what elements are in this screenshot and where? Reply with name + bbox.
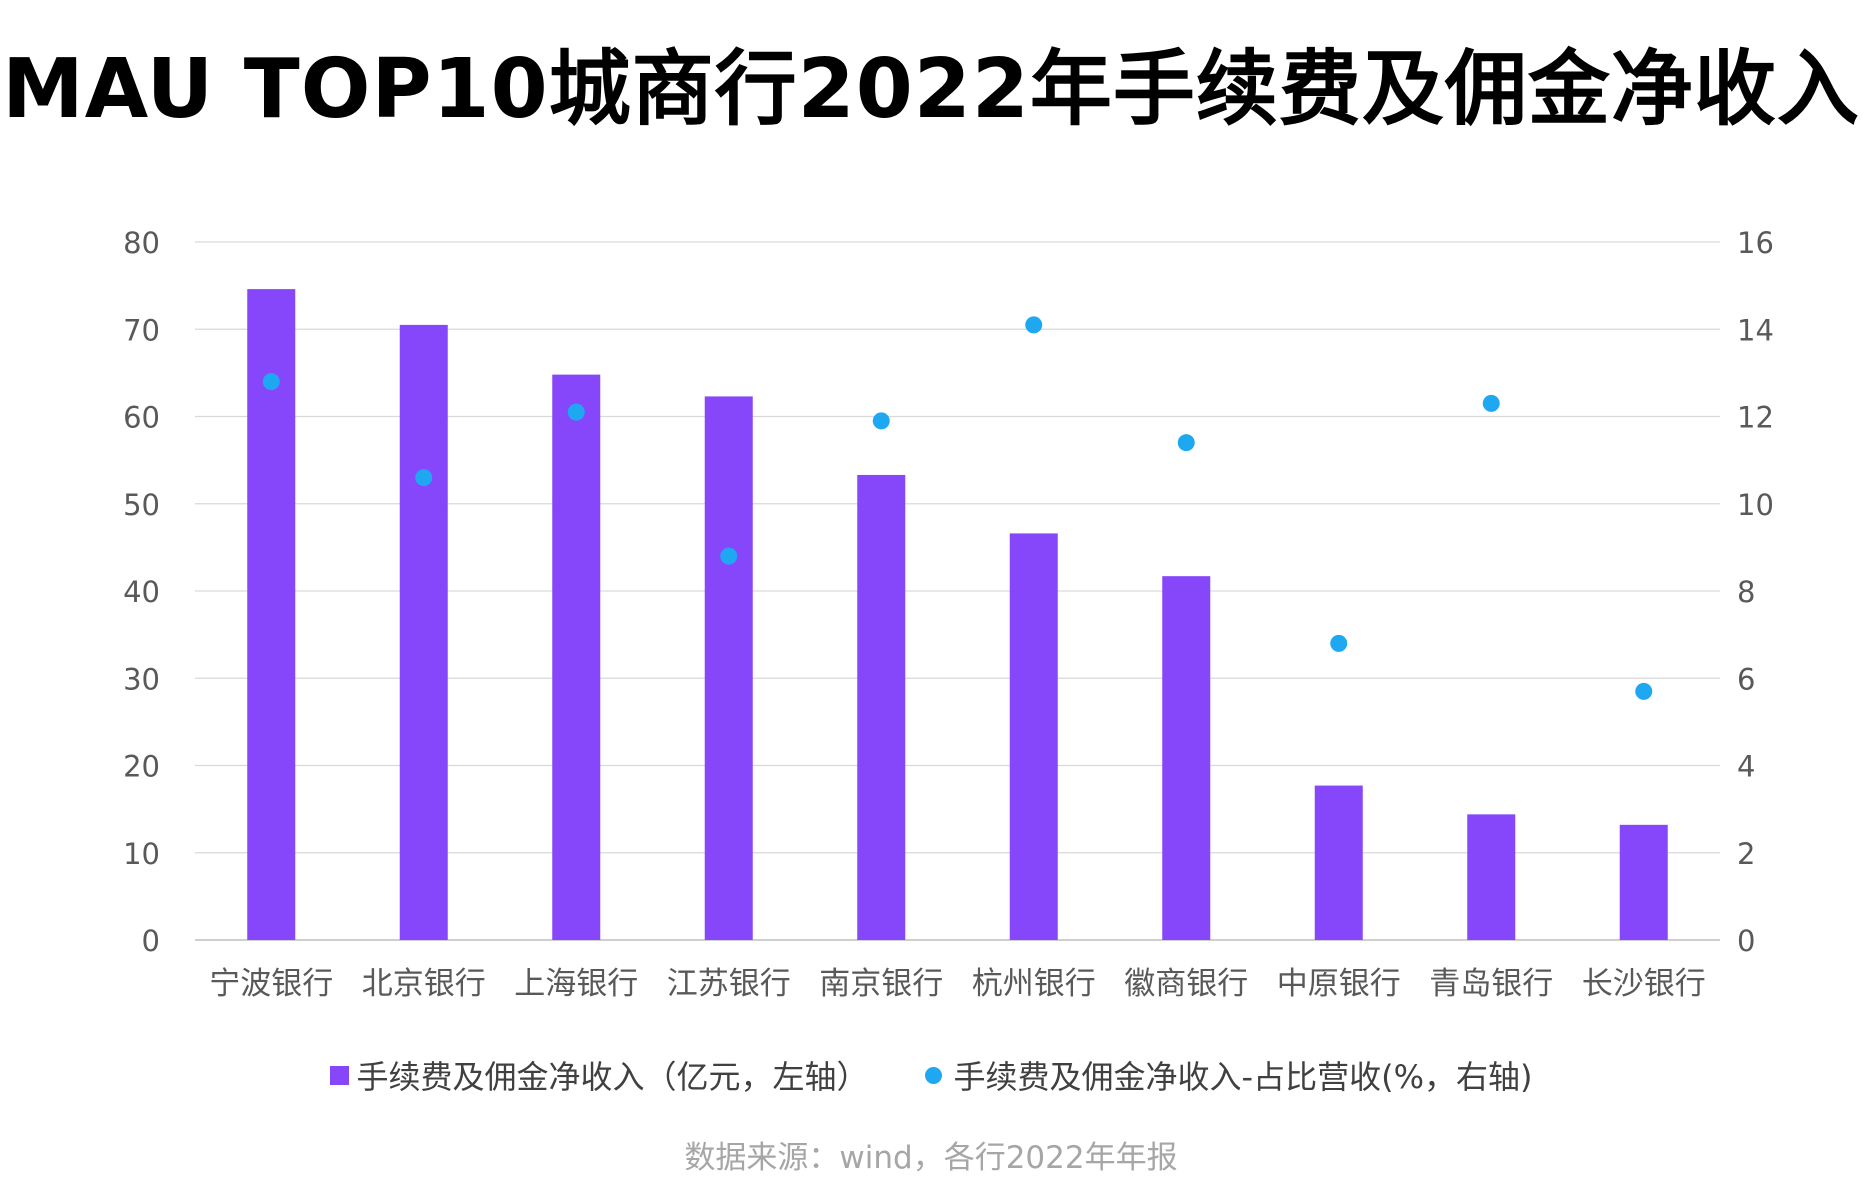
left-tick-label: 60: [123, 401, 160, 435]
left-tick-label: 30: [123, 662, 160, 696]
data-point: [1482, 394, 1500, 412]
category-label: 江苏银行: [667, 966, 791, 1002]
dot-swatch-icon: [924, 1066, 942, 1084]
data-point: [567, 403, 585, 421]
bar: [247, 289, 296, 940]
data-point: [872, 412, 890, 430]
right-tick-label: 10: [1737, 488, 1774, 522]
data-point: [415, 469, 433, 487]
left-tick-label: 0: [142, 924, 160, 958]
category-axis: 宁波银行 北京银行 上海银行 江苏银行 南京银行 杭州银行 徽商银行 中原银行 青岛银行 长沙银行: [209, 966, 1706, 1002]
bar-series: [247, 289, 1668, 940]
bar: [552, 374, 601, 940]
category-label: 徽商银行: [1124, 966, 1248, 1002]
category-label: 宁波银行: [209, 966, 333, 1002]
source-note: 数据来源：wind，各行2022年年报: [684, 1140, 1178, 1176]
right-tick-label: 2: [1737, 837, 1755, 871]
left-tick-label: 20: [123, 750, 160, 784]
bar: [1009, 533, 1058, 940]
gridlines: [195, 241, 1720, 941]
bar: [857, 474, 906, 940]
bar-swatch-icon: [329, 1065, 349, 1085]
data-point: [1025, 316, 1043, 334]
category-label: 北京银行: [362, 966, 486, 1002]
right-tick-label: 14: [1737, 313, 1774, 347]
left-tick-label: 50: [123, 488, 160, 522]
right-tick-label: 0: [1737, 924, 1755, 958]
category-label: 杭州银行: [972, 966, 1096, 1002]
right-tick-label: 8: [1737, 575, 1755, 609]
right-tick-label: 4: [1737, 750, 1755, 784]
data-point: [262, 373, 280, 391]
left-tick-label: 80: [123, 226, 160, 260]
dot-series: [262, 316, 1653, 700]
left-tick-label: 10: [123, 837, 160, 871]
bar: [399, 324, 448, 940]
left-tick-label: 70: [123, 313, 160, 347]
category-label: 南京银行: [819, 966, 943, 1002]
legend-label-bar: 手续费及佣金净收入（亿元，左轴）: [356, 1058, 869, 1096]
right-tick-label: 12: [1737, 401, 1774, 435]
legend: 手续费及佣金净收入（亿元，左轴） 手续费及佣金净收入-占比营收(%，右轴): [0, 1052, 1862, 1098]
right-tick-label: 16: [1737, 226, 1774, 260]
right-tick-label: 6: [1737, 662, 1755, 696]
legend-item-bar: 手续费及佣金净收入（亿元，左轴）: [329, 1052, 869, 1098]
category-label: 中原银行: [1277, 966, 1401, 1002]
category-label: 青岛银行: [1429, 966, 1553, 1002]
category-label: 上海银行: [514, 966, 638, 1002]
data-point: [720, 547, 738, 565]
category-label: 长沙银行: [1582, 966, 1706, 1002]
data-point: [1635, 682, 1653, 700]
left-tick-label: 40: [123, 575, 160, 609]
bar: [1619, 824, 1668, 940]
data-point: [1330, 634, 1348, 652]
bar: [704, 396, 753, 940]
legend-label-dot: 手续费及佣金净收入-占比营收(%，右轴): [953, 1058, 1533, 1096]
right-axis: 0 2 4 6 8 10 12 14 16: [1737, 226, 1774, 958]
left-axis: 0 10 20 30 40 50 60 70 80: [123, 226, 160, 958]
page-title: MAU TOP10城商行2022年手续费及佣金净收入: [2, 42, 1860, 137]
bar: [1162, 576, 1211, 940]
data-point: [1177, 434, 1195, 452]
bar: [1467, 814, 1516, 940]
bar: [1314, 785, 1363, 940]
legend-item-dot: 手续费及佣金净收入-占比营收(%，右轴): [924, 1052, 1533, 1098]
